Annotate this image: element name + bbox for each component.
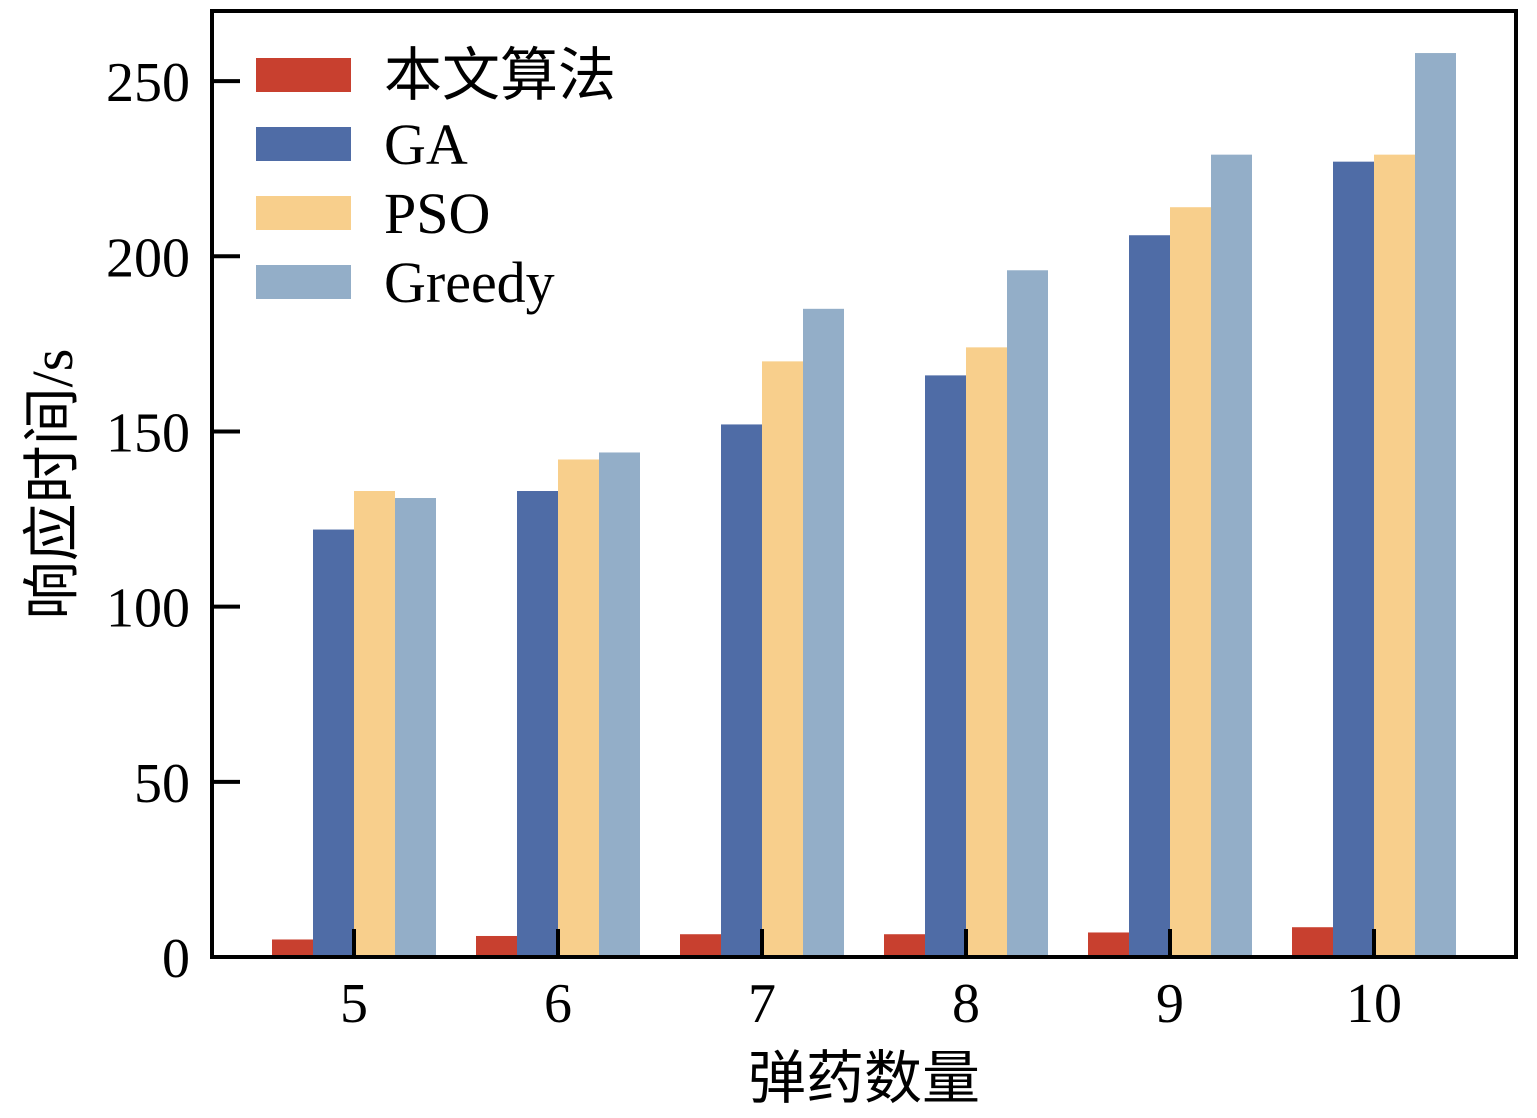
y-tick-label: 0 bbox=[162, 928, 190, 990]
bar-本文算法-10 bbox=[1292, 927, 1333, 957]
bar-本文算法-7 bbox=[680, 934, 721, 957]
bar-本文算法-9 bbox=[1088, 932, 1129, 957]
legend-swatch-PSO bbox=[256, 196, 351, 230]
bar-GA-7 bbox=[721, 424, 762, 958]
bar-Greedy-10 bbox=[1415, 53, 1456, 958]
y-tick-label: 200 bbox=[106, 227, 190, 289]
bar-GA-6 bbox=[517, 491, 558, 957]
bar-GA-8 bbox=[925, 375, 966, 957]
x-tick-label: 7 bbox=[748, 973, 776, 1035]
bar-PSO-9 bbox=[1170, 207, 1211, 958]
y-tick-label: 250 bbox=[106, 52, 190, 114]
plot-frame bbox=[210, 9, 1518, 959]
bar-PSO-7 bbox=[762, 361, 803, 957]
bar-Greedy-7 bbox=[803, 308, 844, 957]
bar-GA-9 bbox=[1129, 235, 1170, 957]
legend-label: PSO bbox=[384, 181, 490, 246]
bar-GA-5 bbox=[313, 529, 354, 957]
legend-label: GA bbox=[384, 112, 468, 177]
bar-本文算法-6 bbox=[476, 935, 517, 957]
bar-Greedy-9 bbox=[1211, 154, 1252, 957]
y-tick-label: 150 bbox=[106, 402, 190, 464]
x-axis-label: 弹药数量 bbox=[748, 1046, 980, 1111]
bar-PSO-10 bbox=[1374, 154, 1415, 957]
legend-label: Greedy bbox=[384, 250, 555, 315]
bar-本文算法-8 bbox=[884, 934, 925, 957]
bars-group bbox=[272, 53, 1456, 958]
y-tick-label: 50 bbox=[134, 753, 190, 815]
bar-Greedy-6 bbox=[599, 452, 640, 957]
y-tick-label: 100 bbox=[106, 578, 190, 640]
bar-Greedy-5 bbox=[395, 498, 436, 957]
bar-PSO-5 bbox=[354, 491, 395, 957]
legend-swatch-Greedy bbox=[256, 265, 351, 299]
bar-PSO-8 bbox=[966, 347, 1007, 957]
legend-label: 本文算法 bbox=[384, 43, 616, 108]
y-axis-label: 响应时间/s bbox=[20, 349, 85, 620]
bar-GA-10 bbox=[1333, 161, 1374, 958]
x-tick-label: 9 bbox=[1156, 973, 1184, 1035]
legend-swatch-GA bbox=[256, 127, 351, 161]
bar-PSO-6 bbox=[558, 459, 599, 957]
bar-Greedy-8 bbox=[1007, 270, 1048, 958]
bar-本文算法-5 bbox=[272, 939, 313, 957]
x-tick-label: 8 bbox=[952, 973, 980, 1035]
x-tick-label: 6 bbox=[544, 973, 572, 1035]
x-tick-label: 5 bbox=[340, 973, 368, 1035]
x-tick-label: 10 bbox=[1346, 973, 1402, 1035]
legend-swatch-本文算法 bbox=[256, 58, 351, 92]
